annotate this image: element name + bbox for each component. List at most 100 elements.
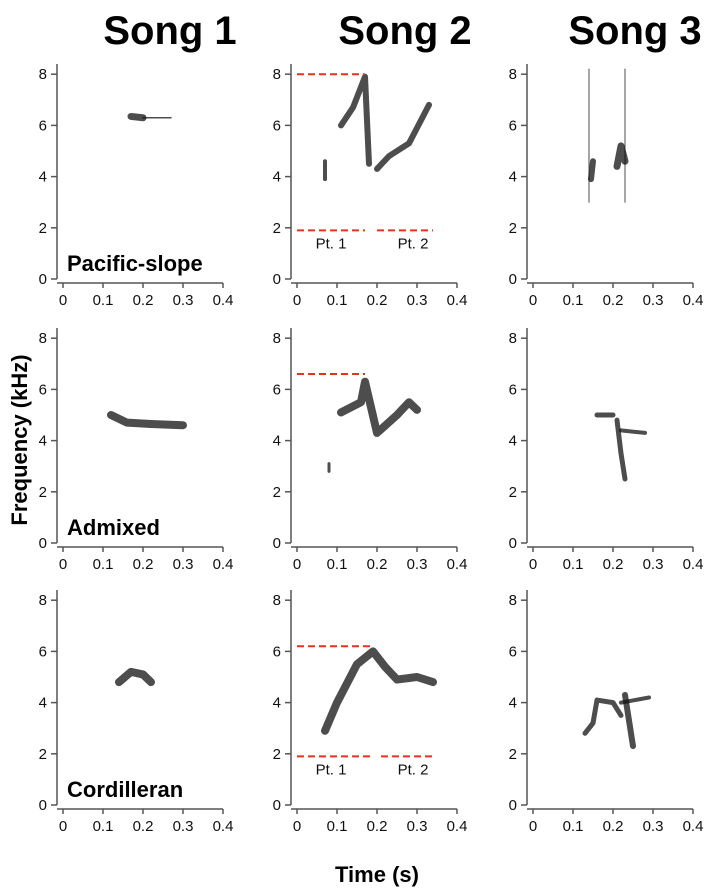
column-title: Song 1	[103, 9, 236, 53]
y-tick-label: 2	[39, 484, 47, 501]
y-tick-label: 6	[509, 117, 517, 134]
y-tick-label: 4	[273, 695, 281, 712]
y-tick-label: 0	[509, 271, 517, 288]
x-tick-label: 0.1	[327, 818, 348, 835]
x-tick-label: 0.1	[563, 292, 584, 309]
y-tick-label: 4	[273, 433, 281, 450]
y-tick-label: 4	[39, 695, 47, 712]
y-tick-label: 0	[273, 535, 281, 552]
x-tick-label: 0.1	[93, 556, 114, 573]
y-tick-label: 6	[39, 381, 47, 398]
part-label: Pt. 2	[398, 761, 429, 778]
x-tick-label: 0.2	[133, 818, 154, 835]
x-tick-label: 0.3	[643, 556, 664, 573]
x-tick-label: 0.4	[213, 818, 234, 835]
spectrogram-trace	[338, 73, 372, 167]
row-label: Admixed	[67, 515, 160, 540]
y-tick-label: 6	[273, 117, 281, 134]
x-tick-label: 0.1	[563, 556, 584, 573]
y-tick-label: 4	[273, 169, 281, 186]
y-tick-label: 6	[273, 643, 281, 660]
y-tick-label: 2	[39, 746, 47, 763]
spectrogram-trace	[613, 142, 629, 170]
spectrogram-trace	[374, 101, 432, 172]
part-label: Pt. 1	[316, 761, 347, 778]
x-tick-label: 0.2	[603, 292, 624, 309]
x-tick-label: 0.3	[173, 818, 194, 835]
y-tick-label: 0	[509, 535, 517, 552]
x-tick-label: 0.2	[367, 556, 388, 573]
spectrogram-trace	[337, 377, 421, 437]
x-tick-label: 0.3	[407, 556, 428, 573]
x-tick-label: 0	[59, 818, 67, 835]
x-tick-label: 0.4	[683, 818, 704, 835]
x-tick-label: 0	[293, 292, 301, 309]
x-tick-label: 0.4	[447, 818, 468, 835]
y-tick-label: 0	[273, 797, 281, 814]
y-tick-label: 8	[39, 330, 47, 347]
x-tick-label: 0.4	[447, 292, 468, 309]
x-tick-label: 0.3	[407, 292, 428, 309]
y-tick-label: 2	[273, 484, 281, 501]
y-tick-label: 2	[39, 220, 47, 237]
y-tick-label: 6	[39, 117, 47, 134]
x-tick-label: 0.3	[173, 556, 194, 573]
y-tick-label: 2	[509, 746, 517, 763]
y-tick-label: 8	[39, 66, 47, 83]
y-tick-label: 6	[273, 381, 281, 398]
y-tick-label: 8	[509, 330, 517, 347]
y-tick-label: 6	[509, 381, 517, 398]
column-title: Song 3	[568, 9, 701, 53]
part-label: Pt. 1	[316, 235, 347, 252]
spectrogram-trace	[321, 647, 437, 735]
y-tick-label: 8	[273, 330, 281, 347]
x-tick-label: 0.3	[173, 292, 194, 309]
spectrogram-trace	[614, 417, 628, 482]
y-tick-label: 8	[273, 592, 281, 609]
y-tick-label: 0	[39, 271, 47, 288]
x-tick-label: 0.4	[683, 556, 704, 573]
part-label: Pt. 2	[398, 235, 429, 252]
y-tick-label: 2	[273, 746, 281, 763]
x-tick-label: 0.4	[447, 556, 468, 573]
x-tick-label: 0	[529, 292, 537, 309]
x-tick-label: 0.4	[683, 292, 704, 309]
x-tick-label: 0.2	[133, 556, 154, 573]
y-tick-label: 2	[273, 220, 281, 237]
x-tick-label: 0	[529, 556, 537, 573]
x-tick-label: 0.2	[603, 818, 624, 835]
x-tick-label: 0.2	[367, 292, 388, 309]
y-tick-label: 0	[273, 271, 281, 288]
x-tick-label: 0.3	[643, 818, 664, 835]
x-tick-label: 0	[293, 818, 301, 835]
y-tick-label: 4	[39, 169, 47, 186]
y-tick-label: 4	[509, 433, 517, 450]
row-label: Cordilleran	[67, 777, 183, 802]
x-tick-label: 0.2	[367, 818, 388, 835]
x-tick-label: 0.2	[603, 556, 624, 573]
y-axis-title: Frequency (kHz)	[7, 354, 32, 525]
y-tick-label: 4	[39, 433, 47, 450]
y-tick-label: 0	[39, 535, 47, 552]
y-tick-label: 2	[509, 484, 517, 501]
x-tick-label: 0.1	[93, 818, 114, 835]
x-tick-label: 0.3	[643, 292, 664, 309]
x-tick-label: 0	[59, 556, 67, 573]
spectrogram-trace	[582, 697, 624, 736]
y-tick-label: 4	[509, 169, 517, 186]
y-tick-label: 6	[509, 643, 517, 660]
x-tick-label: 0.1	[327, 556, 348, 573]
x-tick-label: 0	[59, 292, 67, 309]
column-title: Song 2	[338, 9, 471, 53]
x-tick-label: 0	[293, 556, 301, 573]
y-tick-label: 0	[39, 797, 47, 814]
x-tick-label: 0.1	[327, 292, 348, 309]
spectrogram-trace	[619, 695, 651, 705]
x-axis-title: Time (s)	[335, 862, 419, 887]
y-tick-label: 8	[273, 66, 281, 83]
y-tick-label: 8	[509, 592, 517, 609]
spectrogram-trace	[127, 112, 147, 122]
y-tick-label: 6	[39, 643, 47, 660]
spectrogram-trace	[619, 428, 647, 435]
